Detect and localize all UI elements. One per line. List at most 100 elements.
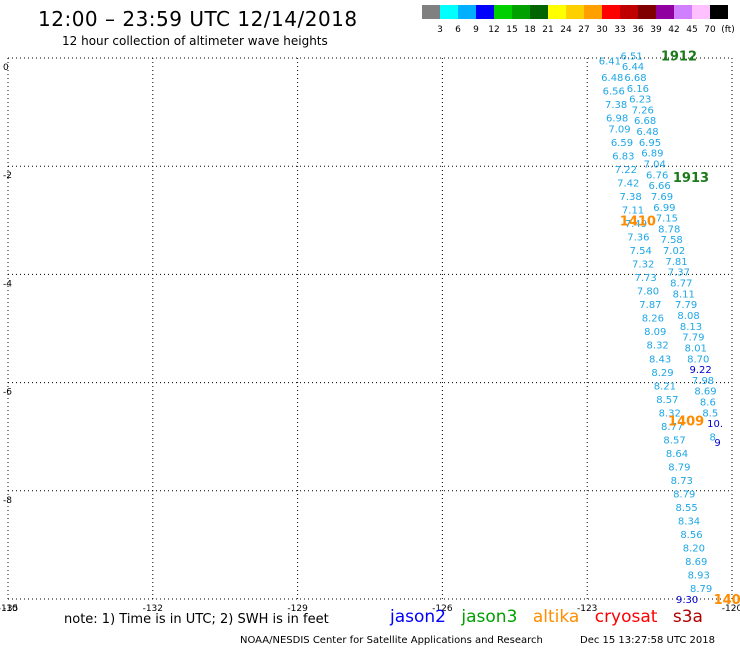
legend-cryosat: cryosat: [594, 607, 658, 627]
legend-altika: altika: [532, 607, 580, 627]
colorbar-swatch: [530, 5, 548, 19]
colorbar-swatch: [674, 5, 692, 19]
wave-height-label: 7.15: [656, 214, 678, 225]
colorbar-label: 30: [596, 25, 608, 35]
satellite-legend: jason2 jason3 altika cryosat s3a: [390, 607, 713, 627]
wave-height-label: 9.30: [676, 595, 698, 606]
wave-height-label: 8.29: [651, 368, 673, 379]
y-tick-label: 0: [3, 63, 9, 73]
x-tick-label: -126: [432, 604, 453, 614]
wave-height-label: 6.16: [627, 84, 649, 95]
colorbar-label: 39: [650, 25, 662, 35]
wave-height-label: 8.01: [685, 343, 707, 354]
wave-height-label: 8: [710, 433, 716, 444]
colorbar-swatch: [422, 5, 440, 19]
x-tick-label: -129: [287, 604, 308, 614]
colorbar-swatch: [692, 5, 710, 19]
colorbar-swatch: [638, 5, 656, 19]
colorbar-swatch: [494, 5, 512, 19]
wave-height-label: 7.79: [675, 300, 697, 311]
colorbar-label: 21: [542, 25, 553, 35]
wave-height-label: 7.26: [632, 105, 654, 116]
colorbar-label: 45: [686, 25, 697, 35]
colorbar-label: (ft): [721, 25, 734, 35]
colorbar-label: 9: [473, 25, 479, 35]
wave-height-label: 7.69: [651, 192, 673, 203]
pass-number-label: 1913: [673, 171, 709, 186]
x-tick-label: -123: [577, 604, 597, 614]
colorbar-label: 18: [524, 25, 536, 35]
wave-height-label: 8.34: [678, 517, 700, 528]
pass-number-label: 1409: [668, 414, 704, 429]
wave-height-label: 8.57: [663, 435, 685, 446]
wave-height-label: 8.09: [644, 327, 666, 338]
colorbar-swatch: [548, 5, 566, 19]
colorbar-swatch: [620, 5, 638, 19]
pass-number-label: 1912: [661, 49, 697, 64]
colorbar-swatch: [602, 5, 620, 19]
y-tick-label: -10: [3, 604, 18, 614]
colorbar-label: 15: [506, 25, 517, 35]
wave-height-label: 7.22: [615, 165, 637, 176]
wave-height-label: 8.79: [690, 584, 712, 595]
legend-s3a: s3a: [672, 607, 703, 627]
colorbar-label: 12: [488, 25, 499, 35]
wave-height-label: 6.59: [611, 138, 633, 149]
wave-height-label: 6.41: [599, 57, 621, 68]
page-subtitle: 12 hour collection of altimeter wave hei…: [62, 34, 328, 48]
colorbar-label: 36: [632, 25, 644, 35]
colorbar-swatch: [512, 5, 530, 19]
wave-height-label: 8.57: [656, 395, 678, 406]
colorbar-label: 3: [437, 25, 443, 35]
colorbar-swatch: [584, 5, 602, 19]
wave-height-label: 7.37: [668, 268, 690, 279]
wave-height-label: 8.79: [673, 490, 695, 501]
wave-height-label: 7.98: [692, 376, 714, 387]
wave-height-label: 7.81: [665, 257, 687, 268]
legend-jason2: jason2: [390, 607, 446, 627]
wave-height-label: 9: [714, 438, 720, 449]
wave-height-label: 7.38: [620, 192, 642, 203]
wave-height-label: 6.23: [629, 95, 651, 106]
wave-height-label: 6.68: [624, 73, 646, 84]
wave-height-label: 8.64: [666, 449, 688, 460]
wave-height-label: 7.38: [605, 100, 627, 111]
wave-height-label: 6.68: [634, 116, 656, 127]
wave-height-label: 7.09: [608, 124, 630, 135]
pass-number-label: 1410: [620, 214, 656, 229]
wave-height-label: 8.13: [680, 322, 702, 333]
wave-height-label: 8.77: [670, 279, 692, 290]
colorbar-swatch: [458, 5, 476, 19]
wave-height-label: 6.76: [646, 170, 668, 181]
wave-height-label: 6.89: [641, 149, 663, 160]
colorbar-label: 6: [455, 25, 461, 35]
y-tick-label: -2: [3, 171, 12, 181]
colorbar-swatch: [710, 5, 728, 19]
wave-height-label: 8.6: [700, 398, 716, 409]
wave-height-label: 7.49: [625, 219, 647, 230]
wave-height-label: 8.79: [668, 462, 690, 473]
wave-height-label: 6.56: [603, 86, 625, 97]
wave-height-label: 7.42: [617, 178, 639, 189]
wave-height-label: 8.56: [680, 530, 702, 541]
wave-height-label: 8.55: [675, 503, 697, 514]
wave-height-label: 6.51: [620, 51, 642, 62]
wave-height-label: 7.73: [634, 273, 656, 284]
colorbar-swatch: [566, 5, 584, 19]
page-title: 12:00 – 23:59 UTC 12/14/2018: [38, 7, 358, 31]
wave-height-label: 8.20: [683, 544, 705, 555]
wave-height-label: 8.73: [671, 476, 693, 487]
wave-height-label: 7.36: [627, 233, 649, 244]
colorbar-swatch: [440, 5, 458, 19]
colorbar-label: 27: [578, 25, 589, 35]
wave-height-label: 8.69: [685, 557, 707, 568]
wave-height-label: 9.22: [689, 365, 711, 376]
wave-height-label: 7.87: [639, 300, 661, 311]
wave-height-label: 6.98: [606, 114, 628, 125]
y-tick-label: -4: [3, 279, 12, 289]
colorbar-label: 33: [614, 25, 625, 35]
x-tick-label: -132: [143, 604, 163, 614]
wave-height-label: 8.93: [688, 571, 710, 582]
wave-height-label: 7.04: [644, 159, 666, 170]
